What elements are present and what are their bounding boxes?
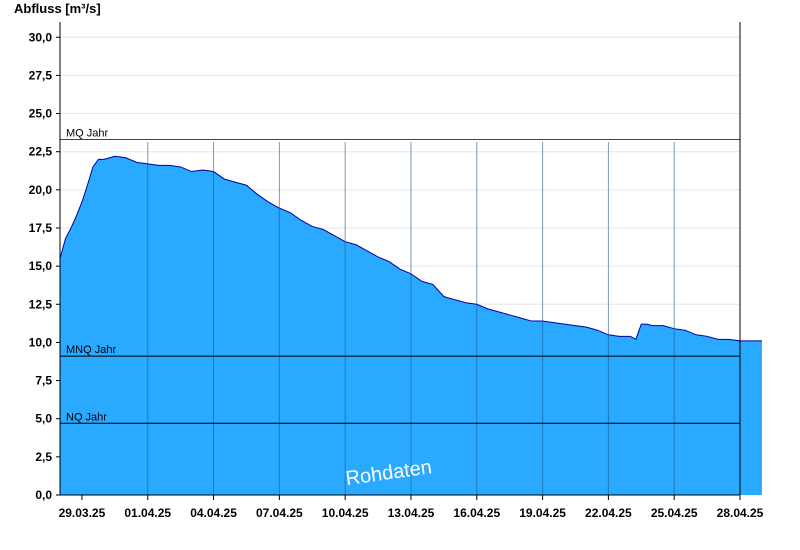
y-tick-2: 5,0	[35, 412, 52, 426]
y-tick-9: 22,5	[29, 145, 53, 159]
y-axis-label: Abfluss [m³/s]	[14, 1, 101, 16]
y-tick-11: 27,5	[29, 68, 53, 82]
y-tick-12: 30,0	[29, 30, 53, 44]
y-tick-8: 20,0	[29, 183, 53, 197]
y-tick-10: 25,0	[29, 107, 53, 121]
day-separator-lines	[147, 142, 675, 495]
x-tick-0: 29.03.25	[59, 506, 106, 520]
discharge-line	[59, 155, 762, 342]
ref-label-2: NQ Jahr	[66, 411, 107, 423]
y-tick-7: 17,5	[29, 221, 53, 235]
x-tick-7: 19.04.25	[519, 506, 566, 520]
reference-lines: MQ Jahr MNQ Jahr NQ Jahr	[60, 127, 740, 424]
y-tick-1: 2,5	[35, 450, 52, 464]
x-tick-labels: 29.03.25 01.04.25 04.04.25 07.04.25 10.04.25…	[59, 495, 764, 520]
x-tick-6: 16.04.25	[453, 506, 500, 520]
x-tick-5: 13.04.25	[388, 506, 435, 520]
y-tick-0: 0,0	[35, 488, 52, 502]
y-tick-6: 15,0	[29, 259, 53, 273]
y-tick-4: 10,0	[29, 335, 53, 349]
x-tick-2: 04.04.25	[190, 506, 237, 520]
axes	[59, 22, 741, 496]
y-tick-5: 12,5	[29, 297, 53, 311]
ref-label-1: MNQ Jahr	[66, 344, 116, 356]
y-tick-3: 7,5	[35, 374, 52, 388]
ref-label-0: MQ Jahr	[66, 127, 109, 139]
x-tick-4: 10.04.25	[322, 506, 369, 520]
x-tick-8: 22.04.25	[585, 506, 632, 520]
y-tick-labels: 0,0 2,5 5,0 7,5 10,0 12,5 15,0 17,5 20,0 22,5 25,0…	[29, 30, 60, 502]
x-tick-1: 01.04.25	[124, 506, 171, 520]
x-tick-3: 07.04.25	[256, 506, 303, 520]
x-tick-10: 28.04.25	[717, 506, 764, 520]
x-tick-9: 25.04.25	[651, 506, 698, 520]
